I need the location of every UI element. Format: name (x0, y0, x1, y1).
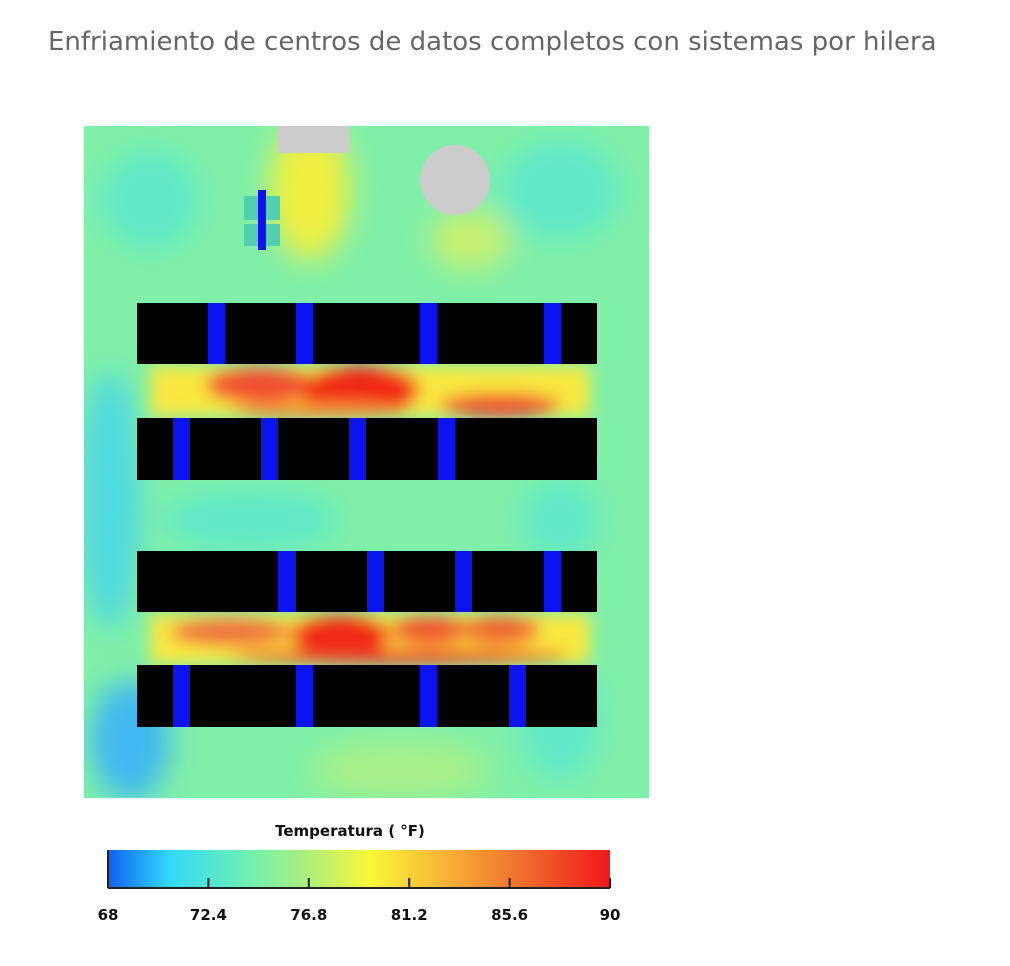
page-title: Enfriamiento de centros de datos complet… (48, 27, 937, 57)
tick-label: 72.4 (190, 906, 227, 924)
legend-title: Temperatura ( °F) (275, 822, 425, 840)
thermal-map (84, 126, 649, 798)
tick-label: 76.8 (290, 906, 327, 924)
tick-label: 68 (98, 906, 119, 924)
tick-label: 85.6 (491, 906, 528, 924)
tick-label: 81.2 (391, 906, 428, 924)
tick-label: 90 (600, 906, 621, 924)
legend-ticks: 68 72.4 76.8 81.2 85.6 90 (98, 878, 621, 924)
color-bar (108, 850, 610, 888)
